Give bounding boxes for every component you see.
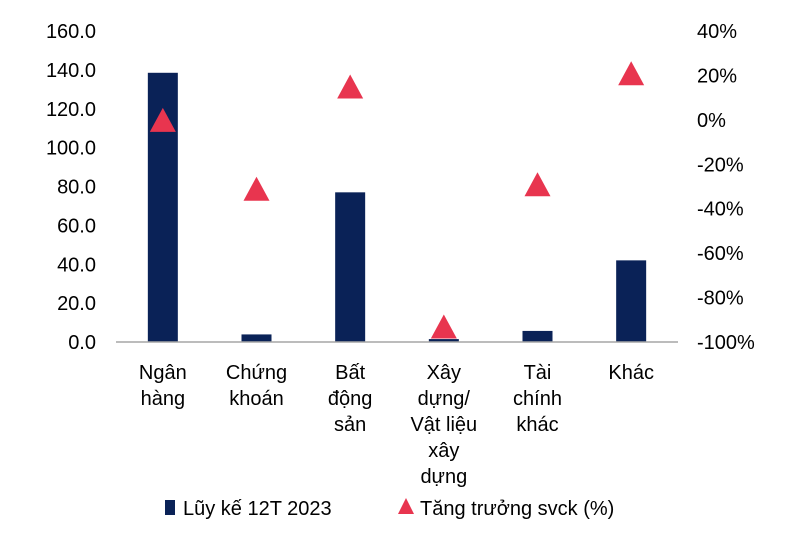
right-tick-label: 40% (697, 21, 737, 43)
legend-bar-swatch (165, 500, 175, 515)
left-tick-label: 20.0 (57, 293, 96, 315)
category-label: Tài (524, 362, 552, 384)
growth-marker (149, 107, 176, 132)
left-tick-label: 0.0 (68, 332, 96, 354)
growth-marker-series (149, 61, 645, 339)
category-label: dựng/ (418, 388, 471, 410)
growth-marker (337, 74, 364, 99)
growth-marker (524, 172, 551, 197)
legend-bar-label: Lũy kế 12T 2023 (183, 498, 332, 520)
left-tick-label: 140.0 (46, 60, 96, 82)
left-tick-label: 40.0 (57, 254, 96, 276)
legend-triangle-swatch (398, 498, 414, 514)
left-tick-label: 60.0 (57, 215, 96, 237)
right-tick-label: -20% (697, 154, 744, 176)
right-tick-label: 0% (697, 110, 726, 132)
bar (522, 330, 553, 342)
right-tick-label: -100% (697, 332, 755, 354)
right-axis-ticks: -100% -80% -60% -40% -20% 0% 20% 40% (697, 21, 755, 354)
legend-triangle-label: Tăng trưởng svck (%) (420, 498, 614, 520)
category-label: Ngân (139, 362, 187, 384)
right-tick-label: 20% (697, 65, 737, 87)
category-label: Bất (335, 362, 365, 384)
growth-marker (430, 314, 457, 339)
category-label: Vật liệu (410, 414, 477, 436)
bar (616, 260, 647, 342)
left-tick-label: 80.0 (57, 177, 96, 199)
category-label: Xây (427, 362, 461, 384)
category-label: khác (516, 414, 558, 436)
category-label: xây (428, 440, 459, 462)
category-label: hàng (141, 388, 186, 410)
bar (428, 339, 459, 342)
right-tick-label: -80% (697, 288, 744, 310)
bar (241, 334, 272, 342)
category-label: dựng (420, 466, 467, 488)
category-label: sản (334, 414, 366, 436)
right-tick-label: -60% (697, 243, 744, 265)
left-tick-label: 160.0 (46, 21, 96, 43)
category-label: khoán (229, 388, 284, 410)
category-label: động (328, 388, 373, 410)
growth-marker (243, 176, 270, 201)
left-axis-ticks: 0.0 20.0 40.0 60.0 80.0 100.0 120.0 140.0 160.0 (46, 21, 96, 354)
growth-marker (618, 61, 645, 86)
category-label: chính (513, 388, 562, 410)
category-label: Khác (608, 362, 654, 384)
bar-series (147, 72, 647, 343)
right-tick-label: -40% (697, 199, 744, 221)
left-tick-label: 120.0 (46, 99, 96, 121)
legend: Lũy kế 12T 2023 Tăng trưởng svck (%) (165, 498, 614, 520)
bar (335, 192, 366, 342)
category-label: Chứng (226, 362, 287, 384)
category-labels: Ngân hàng Chứng khoán Bất động sản Xây dựng/Vật … (139, 362, 654, 488)
left-tick-label: 100.0 (46, 138, 96, 160)
